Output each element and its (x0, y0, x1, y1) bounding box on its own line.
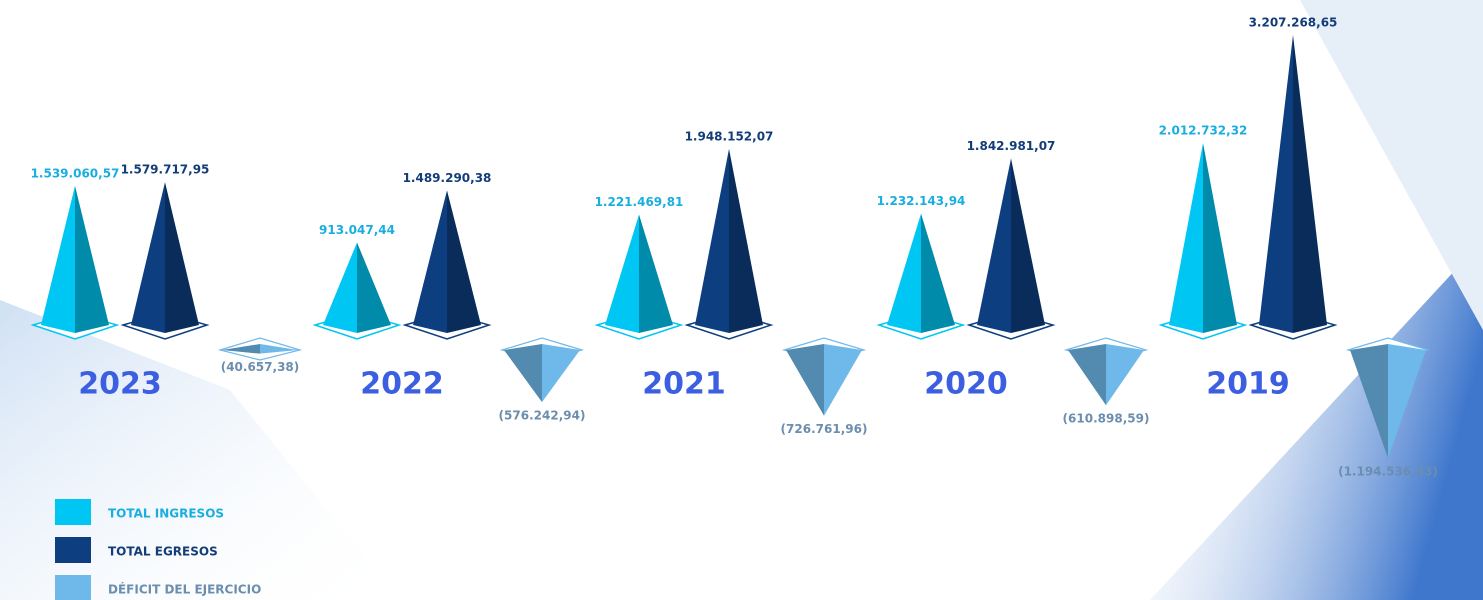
pyramid-face (260, 344, 298, 354)
pyramid-face (1203, 143, 1237, 333)
pyramid (684, 148, 774, 340)
pyramid-face (131, 182, 165, 333)
pyramid-face (695, 148, 729, 333)
pyramid-face (1259, 35, 1293, 333)
legend-label: TOTAL INGRESOS (108, 507, 224, 521)
value-label: 1.221.469,81 (595, 195, 684, 209)
pyramid-face (413, 190, 447, 333)
year-label: 2019 (1206, 367, 1290, 402)
year-label: 2020 (924, 367, 1008, 402)
value-label: 1.489.290,38 (403, 171, 492, 185)
pyramid (1158, 143, 1248, 340)
value-label: 1.232.143,94 (877, 194, 966, 208)
pyramid (1248, 35, 1338, 340)
pyramid-face (447, 190, 481, 333)
pyramid-face (887, 213, 921, 333)
year-label: 2021 (642, 367, 726, 402)
pyramid-face (323, 242, 357, 333)
value-label: 1.948.152,07 (685, 129, 774, 143)
value-label: 1.539.060,57 (31, 166, 120, 180)
value-label: (726.761,96) (781, 422, 868, 436)
pyramid (876, 213, 966, 340)
pyramid (499, 337, 585, 403)
pyramid-face (165, 182, 199, 333)
background-shape (1150, 240, 1483, 600)
pyramid-face (222, 344, 260, 354)
pyramid-face (1293, 35, 1327, 333)
value-label: 913.047,44 (319, 223, 395, 237)
pyramid-face (605, 214, 639, 333)
pyramid (312, 242, 402, 340)
pyramid-face (357, 242, 391, 333)
legend-label: DÉFICIT DEL EJERCICIO (108, 582, 261, 597)
pyramid-face (786, 344, 824, 416)
pyramid (217, 337, 303, 361)
value-label: 2.012.732,32 (1159, 124, 1248, 138)
legend-label: TOTAL EGRESOS (108, 545, 218, 559)
year-label: 2023 (78, 367, 162, 402)
pyramid (966, 158, 1056, 340)
pyramid-face (75, 185, 109, 333)
pyramid-face (824, 344, 862, 416)
pyramid-face (639, 214, 673, 333)
year-label: 2022 (360, 367, 444, 402)
pyramid (781, 337, 867, 416)
pyramid-face (1068, 344, 1106, 406)
value-label: 1.579.717,95 (121, 163, 210, 177)
value-label: (1.194.536,33) (1338, 465, 1438, 479)
value-label: 3.207.268,65 (1249, 16, 1338, 30)
pyramid (30, 185, 120, 340)
pyramid-face (1350, 344, 1388, 459)
value-label: (610.898,59) (1063, 412, 1150, 426)
pyramid-face (1169, 143, 1203, 333)
pyramid (1345, 337, 1431, 459)
value-label: 1.842.981,07 (967, 139, 1056, 153)
pyramid (120, 182, 210, 340)
pyramid-face (977, 158, 1011, 333)
pyramid-face (1388, 344, 1426, 459)
legend-swatch (55, 575, 91, 600)
pyramid-face (921, 213, 955, 333)
legend-swatch (55, 499, 91, 525)
pyramid-face (542, 344, 580, 403)
pyramid (402, 190, 492, 340)
value-label: (40.657,38) (221, 360, 300, 374)
pyramid-face (41, 185, 75, 333)
pyramid-face (1106, 344, 1144, 406)
pyramid (594, 214, 684, 340)
pyramid-face (729, 148, 763, 333)
value-label: (576.242,94) (499, 409, 586, 423)
pyramid-face (1011, 158, 1045, 333)
pyramid (1063, 337, 1149, 406)
background-shape (1300, 0, 1483, 330)
background-shape (0, 300, 400, 600)
pyramid-face (504, 344, 542, 403)
legend-swatch (55, 537, 91, 563)
